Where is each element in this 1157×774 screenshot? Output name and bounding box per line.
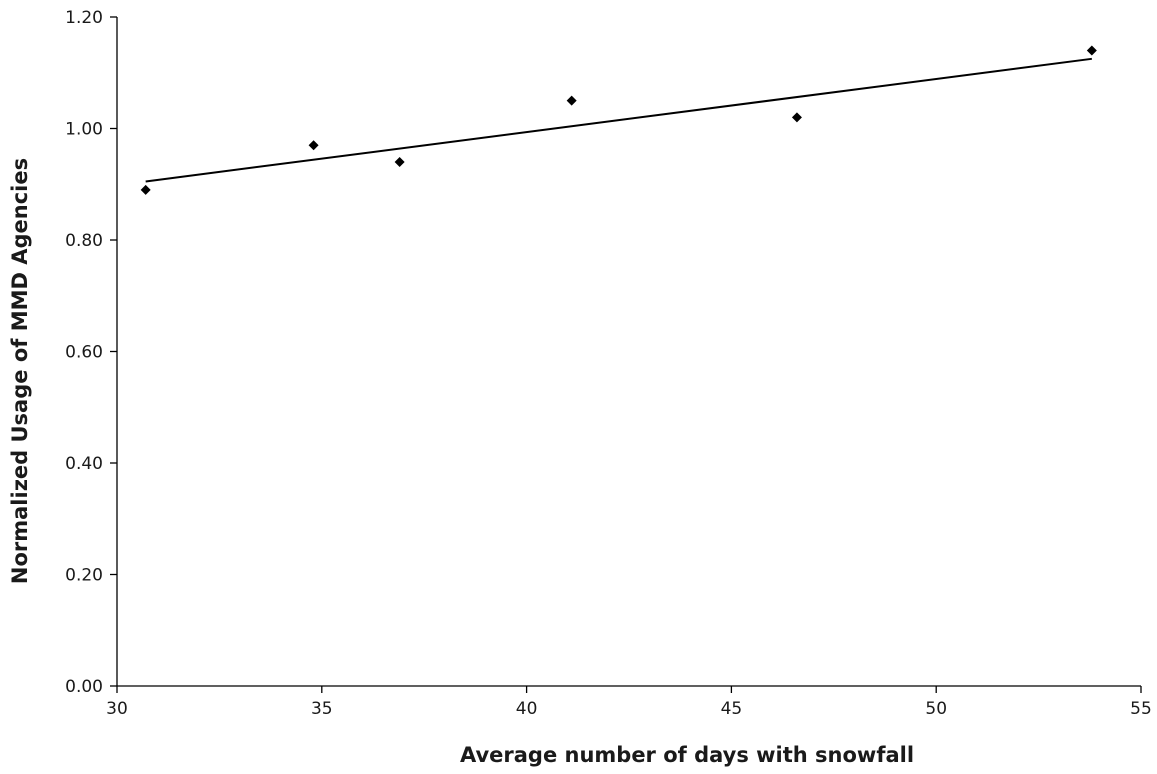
data-points-group (140, 45, 1097, 195)
y-axis-title: Normalized Usage of MMD Agencies (8, 158, 32, 584)
y-ticks-group: 0.00 0.20 0.40 0.60 0.80 1.00 1.20 (65, 8, 117, 697)
y-tick-label: 1.20 (65, 8, 103, 28)
x-tick-label: 40 (516, 699, 538, 719)
y-tick-label: 0.40 (65, 454, 103, 474)
data-point (308, 140, 319, 151)
x-axis-title: Average number of days with snowfall (460, 743, 914, 767)
data-point (791, 112, 802, 123)
y-tick-label: 0.00 (65, 677, 103, 697)
x-tick-label: 45 (721, 699, 743, 719)
x-tick-label: 55 (1130, 699, 1152, 719)
y-tick-label: 0.60 (65, 343, 103, 363)
axes-group (116, 17, 1141, 687)
y-tick-label: 0.80 (65, 231, 103, 251)
data-point (140, 184, 151, 195)
x-tick-label: 50 (925, 699, 947, 719)
y-tick-label: 0.20 (65, 566, 103, 586)
trendline (145, 57, 1092, 183)
x-tick-label: 30 (106, 699, 128, 719)
data-point (1086, 45, 1097, 56)
y-tick-label: 1.00 (65, 120, 103, 140)
data-point (394, 156, 405, 167)
data-point (566, 95, 577, 106)
x-tick-label: 35 (311, 699, 333, 719)
x-ticks-group: 30 35 40 45 50 55 (106, 686, 1152, 719)
trendline-group (145, 57, 1092, 183)
